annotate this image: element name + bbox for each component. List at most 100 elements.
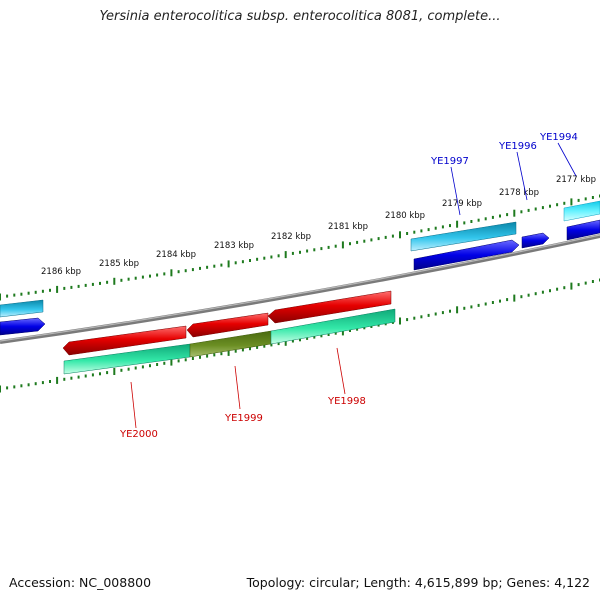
upper-ruler-minor-tick [213, 264, 216, 268]
lower-ruler-minor-tick [106, 371, 109, 375]
gene-feature-ye1994[interactable] [563, 200, 600, 222]
lower-ruler-minor-tick [363, 326, 366, 330]
gene-label-ye1999[interactable]: YE1999 [224, 413, 263, 424]
reverse-strand-features [62, 290, 396, 375]
cds-feature-ye1994[interactable] [566, 219, 600, 241]
leader-ye1999 [234, 365, 241, 410]
upper-ruler-minor-tick [413, 230, 416, 234]
lower-ruler-major-tick [513, 294, 516, 302]
upper-ruler-minor-tick [363, 239, 366, 243]
leader-ye1996 [516, 151, 528, 201]
lower-ruler-minor-tick [470, 305, 473, 309]
lower-ruler-minor-tick [270, 343, 273, 347]
cds-feature-ye2000[interactable] [62, 325, 187, 356]
lower-ruler-minor-tick [184, 358, 187, 362]
genome-backbone-highlight [0, 234, 600, 342]
cds-feature-ye1998[interactable] [267, 290, 392, 324]
lower-ruler-major-tick [56, 376, 59, 384]
upper-ruler-minor-tick [277, 254, 280, 258]
lower-ruler-minor-tick [127, 367, 130, 371]
lower-ruler-minor-tick [320, 334, 323, 338]
gene-label-ye2000[interactable]: YE2000 [119, 429, 158, 440]
leader-ye2000 [130, 381, 137, 429]
lower-ruler-minor-tick [220, 352, 223, 356]
lower-ruler-minor-tick [206, 354, 209, 358]
gene-feature-ye1997[interactable] [410, 221, 517, 252]
lower-ruler-minor-tick [499, 299, 501, 303]
lower-ruler-minor-tick [291, 339, 294, 343]
upper-ruler-minor-tick [577, 198, 580, 202]
upper-ruler-minor-tick [20, 292, 23, 296]
gene-label-ye1997[interactable]: YE1997 [430, 156, 469, 167]
upper-ruler-minor-tick [406, 232, 409, 235]
lower-ruler-minor-tick [441, 311, 444, 315]
lower-ruler-minor-tick [234, 349, 237, 353]
lower-ruler-minor-tick [163, 361, 166, 365]
upper-ruler-minor-tick [13, 293, 16, 297]
lower-ruler-minor-tick [406, 318, 409, 322]
upper-ruler-major-tick [284, 251, 287, 259]
upper-ruler-minor-tick [506, 213, 509, 217]
leader-ye1994 [557, 142, 577, 177]
ruler-label-2186: 2186 kbp [41, 267, 81, 277]
lower-ruler-minor-tick [77, 375, 80, 379]
lower-ruler-major-tick [0, 385, 1, 393]
cds-feature-ye1999[interactable] [186, 312, 269, 338]
map-title: Yersinia enterocolitica subsp. enterocol… [99, 9, 501, 24]
gene-feature-left-edge[interactable] [0, 299, 44, 318]
upper-ruler-minor-tick [199, 266, 201, 270]
upper-ruler-minor-tick [191, 268, 194, 272]
cds-feature-ye1996[interactable] [521, 232, 550, 249]
lower-ruler-major-tick [170, 358, 173, 366]
upper-ruler-minor-tick [377, 237, 380, 241]
lower-ruler-minor-tick [306, 336, 309, 340]
lower-ruler-minor-tick [477, 303, 480, 307]
upper-ruler-minor-tick [70, 285, 73, 289]
ruler-label-2177: 2177 kbp [556, 175, 596, 185]
upper-ruler-minor-tick [349, 242, 351, 246]
lower-ruler-minor-tick [520, 295, 523, 299]
cds-feature-left-edge[interactable] [0, 317, 46, 336]
upper-ruler-minor-tick [263, 256, 266, 260]
upper-ruler-minor-tick [91, 282, 94, 286]
lower-ruler-minor-tick [70, 376, 73, 380]
upper-ruler-minor-tick [77, 284, 80, 288]
upper-ruler-minor-tick [556, 203, 559, 207]
upper-ruler-minor-tick [541, 206, 544, 210]
lower-ruler-minor-tick [241, 348, 244, 352]
lower-ruler-major-tick [399, 317, 401, 325]
upper-ruler-minor-tick [370, 238, 373, 242]
genome-backbone [0, 234, 600, 344]
upper-ruler-minor-tick [163, 272, 166, 276]
lower-ruler-minor-tick [141, 365, 144, 369]
lower-ruler-major-tick [113, 368, 116, 375]
upper-ruler-minor-tick [327, 245, 330, 249]
upper-ruler-major-tick [0, 293, 1, 301]
lower-ruler-major-tick [456, 306, 459, 314]
lower-ruler-major-tick [227, 348, 230, 356]
lower-ruler-minor-tick [191, 357, 194, 360]
upper-ruler-minor-tick [270, 255, 273, 259]
gene-labels: YE1994 YE1996 YE1997 YE1998 YE1999 YE200… [119, 132, 578, 440]
gene-label-ye1994[interactable]: YE1994 [539, 132, 578, 143]
upper-ruler-minor-tick [477, 218, 480, 222]
upper-ruler-minor-tick [563, 201, 566, 205]
gene-label-ye1998[interactable]: YE1998 [327, 396, 366, 407]
upper-ruler-minor-tick [591, 196, 594, 199]
upper-ruler-minor-tick [549, 204, 551, 208]
gene-feature-ye1998[interactable] [270, 308, 396, 345]
upper-ruler-minor-tick [63, 286, 66, 290]
upper-ruler-minor-tick [106, 280, 109, 284]
upper-ruler-minor-tick [463, 221, 466, 225]
upper-ruler-major-tick [56, 285, 59, 293]
upper-ruler-minor-tick [234, 261, 237, 265]
lower-ruler-minor-tick [427, 313, 430, 317]
upper-ruler-minor-tick [299, 250, 301, 254]
lower-ruler-minor-tick [213, 353, 216, 357]
upper-ruler-minor-tick [434, 226, 437, 230]
cds-feature-ye1997[interactable] [413, 239, 520, 271]
lower-ruler-minor-tick [334, 331, 337, 335]
lower-ruler-minor-tick [420, 315, 423, 319]
gene-label-ye1996[interactable]: YE1996 [498, 141, 537, 152]
